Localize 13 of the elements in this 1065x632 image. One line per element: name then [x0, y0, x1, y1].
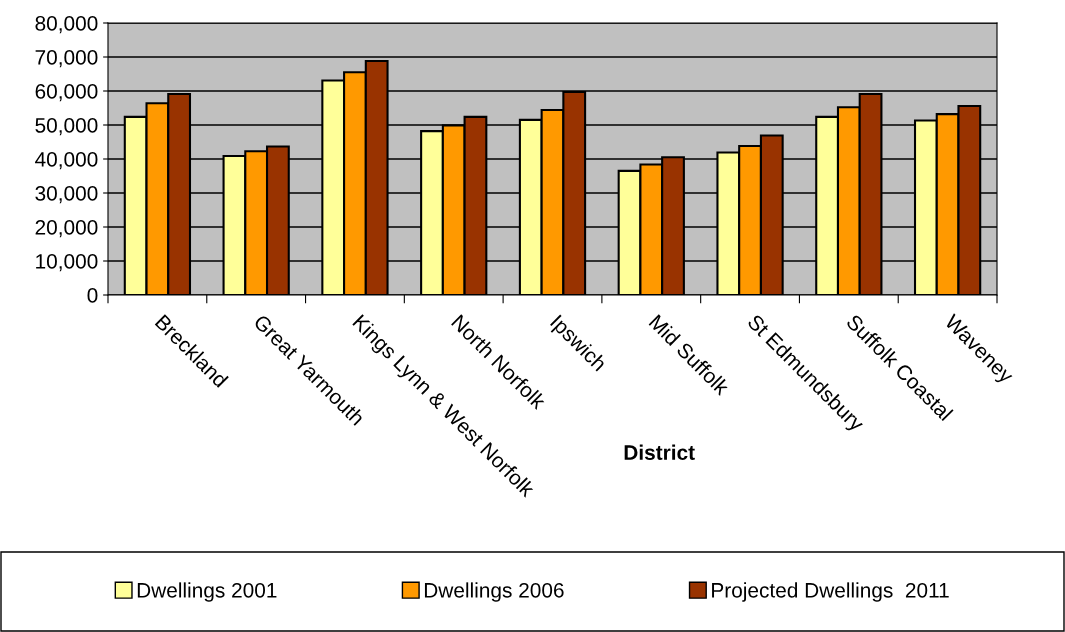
y-tick-label: 30,000	[35, 186, 98, 204]
y-tick-label: 10,000	[36, 254, 98, 272]
x-axis-title: District	[624, 444, 695, 460]
y-tick-label: 80,000	[35, 16, 98, 34]
y-tick-label: 50,000	[35, 118, 98, 136]
legend-label: Dwellings 2001	[137, 582, 277, 602]
legend-label: Dwellings 2006	[424, 582, 564, 602]
y-tick-label: 60,000	[35, 84, 98, 102]
y-tick-label: 40,000	[35, 152, 98, 170]
legend-label: Projected Dwellings 2011	[712, 582, 949, 602]
y-tick-label: 0	[87, 288, 98, 303]
y-tick-label: 20,000	[35, 220, 98, 238]
y-tick-label: 70,000	[35, 50, 98, 68]
